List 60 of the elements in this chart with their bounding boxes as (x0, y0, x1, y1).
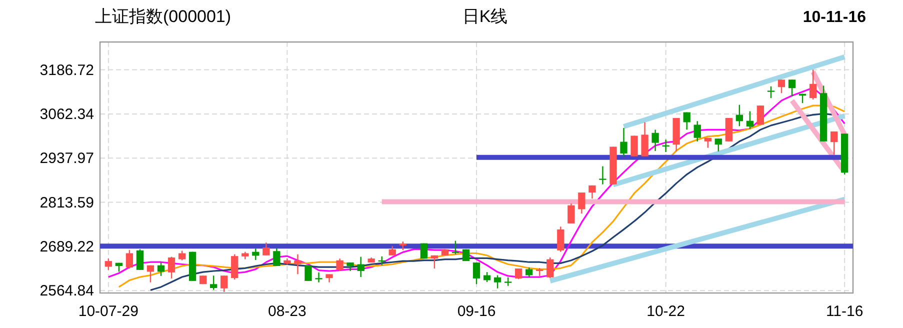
y-tick-label: 3062.34 (40, 106, 94, 123)
candlestick (767, 86, 775, 99)
y-tick-label: 2689.22 (40, 238, 94, 256)
candlestick (126, 249, 134, 270)
candlestick (514, 268, 522, 280)
x-tick-label: 08-23 (268, 303, 306, 320)
candlestick (357, 256, 364, 278)
candlestick (652, 129, 659, 152)
candlestick (746, 110, 754, 130)
candlestick (168, 256, 176, 280)
candlestick (599, 166, 606, 185)
candlestick (546, 256, 554, 279)
candlestick (273, 248, 280, 267)
candlestick (557, 226, 564, 252)
candlestick (157, 262, 165, 277)
chart-title: 上证指数(000001) (95, 7, 232, 26)
text: 10-11-16 (802, 9, 866, 26)
candlestick (104, 258, 112, 271)
y-tick-label: 2813.59 (40, 194, 94, 212)
candlestick (630, 135, 638, 157)
candlestick (809, 69, 817, 100)
candlestick (778, 79, 786, 94)
candlestick (304, 264, 312, 282)
candlestick (830, 130, 838, 156)
candlestick (136, 248, 144, 271)
candlestick (483, 271, 491, 283)
candlestick (578, 192, 586, 214)
candlestick (336, 258, 344, 272)
candlestick (788, 79, 796, 97)
y-tick-label: 3186.72 (40, 62, 94, 79)
candlestick (262, 242, 270, 256)
candlestick (178, 250, 186, 261)
chart-subtitle: 日K线 (462, 7, 508, 26)
candlestick (472, 262, 480, 285)
candlestick (588, 184, 596, 200)
candlestick (641, 122, 648, 157)
candlestick (756, 104, 764, 126)
candlestick (714, 138, 722, 152)
x-tick-label: 11-16 (826, 303, 864, 320)
candlestick (494, 274, 502, 289)
candlestick (146, 264, 154, 283)
candlestick (694, 120, 701, 142)
candlestick (231, 254, 238, 280)
candlestick (388, 246, 396, 256)
candlestick (430, 254, 438, 270)
x-tick-label: 10-22 (646, 303, 685, 320)
candlestick (315, 272, 322, 283)
candlestick (736, 104, 743, 127)
candlestick (526, 266, 533, 278)
x-tick-label: 09-16 (457, 303, 496, 320)
y-tick-label: 2937.97 (40, 150, 94, 168)
candlestick (683, 112, 690, 130)
candlestick (210, 275, 218, 290)
candlestick (725, 117, 732, 142)
candlestick (294, 254, 302, 275)
x-tick-label: 10-07-29 (78, 303, 138, 320)
candlestick (568, 202, 575, 224)
candlestick (220, 275, 228, 293)
candlestick (620, 127, 628, 157)
y-tick-label: 2564.84 (40, 282, 94, 300)
